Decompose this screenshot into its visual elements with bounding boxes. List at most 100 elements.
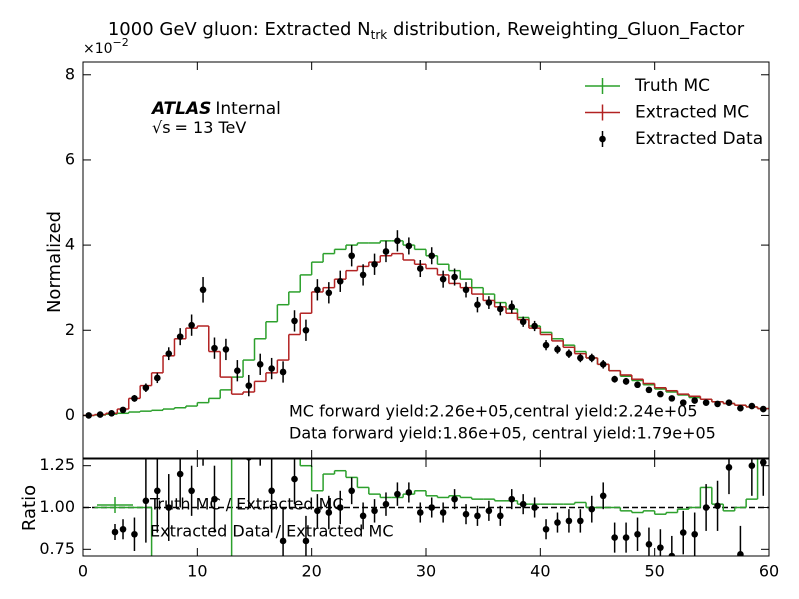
data-point (176, 333, 184, 340)
data-point (394, 237, 401, 245)
y-tick-label: 8 (65, 64, 75, 83)
y-tick-label: 1.00 (39, 497, 75, 516)
data-point (542, 341, 550, 349)
experiment-name: ATLAS (150, 99, 211, 119)
data-point (325, 509, 333, 516)
data-point (497, 305, 504, 313)
data-point (291, 475, 298, 483)
data-point (131, 395, 138, 402)
experiment-label: ATLAS Internal (150, 99, 281, 119)
data-point (519, 500, 527, 508)
data-point (611, 375, 618, 383)
data-point (142, 497, 150, 505)
data-point (577, 517, 584, 525)
data-point (314, 286, 321, 294)
x-tick-label: 30 (416, 562, 436, 581)
data-point (165, 504, 173, 511)
data-point (371, 260, 378, 268)
energy-label: √s = 13 TeV (152, 118, 246, 137)
data-point (599, 492, 607, 500)
data-point (302, 537, 310, 545)
y-tick-label: 0 (65, 405, 75, 424)
data-point (451, 273, 458, 281)
experiment-status: Internal (215, 99, 281, 119)
x-tick-label: 10 (187, 562, 207, 581)
title-subscript: trk (371, 28, 388, 42)
data-point (714, 400, 721, 408)
data-point (588, 354, 596, 362)
data-point (611, 534, 618, 541)
data-point (657, 544, 664, 551)
data-point (268, 487, 275, 495)
data-point (428, 504, 436, 511)
data-point (382, 500, 390, 508)
data-point (531, 322, 538, 330)
data-point (554, 346, 561, 353)
data-point (679, 399, 687, 406)
title-main: 1000 GeV gluon: Extracted N (108, 19, 371, 40)
multiplier-base: ×10 (83, 41, 113, 57)
data-point (508, 303, 516, 311)
data-point (188, 487, 195, 495)
data-point (508, 495, 516, 503)
data-point (211, 344, 218, 352)
multiplier-exponent: −2 (113, 36, 129, 49)
data-point (588, 505, 596, 513)
data-point (702, 504, 710, 511)
chart-title: 1000 GeV gluon: Extracted Ntrk distribut… (108, 19, 745, 42)
data-point (542, 525, 550, 533)
data-point (554, 519, 561, 526)
data-point (359, 512, 367, 520)
data-point (531, 504, 538, 511)
annotation: MC forward yield:2.26e+05,central yield:… (289, 402, 698, 421)
data-point (519, 318, 527, 326)
data-point (474, 301, 481, 309)
data-point (359, 271, 367, 279)
x-tick-label: 50 (644, 562, 664, 581)
data-point (336, 277, 344, 285)
data-point (234, 337, 241, 344)
y-tick-label: 0.75 (39, 539, 75, 558)
y-axis-label: Normalized (44, 211, 65, 313)
data-point (577, 354, 584, 362)
title-rest: distribution, Reweighting_Gluon_Factor (387, 19, 745, 40)
data-point (657, 390, 664, 398)
data-point (394, 490, 401, 498)
data-point (691, 397, 698, 404)
data-point (119, 525, 127, 533)
data-point (439, 275, 447, 283)
x-tick-label: 0 (78, 562, 88, 581)
x-tick-label: 40 (530, 562, 550, 581)
data-point (737, 404, 744, 412)
data-point (485, 299, 493, 306)
data-point (291, 317, 298, 325)
data-point (462, 286, 470, 294)
data-point (279, 537, 287, 545)
data-point (599, 361, 607, 368)
data-point (759, 405, 767, 413)
data-point (634, 530, 641, 538)
data-point (405, 489, 413, 496)
data-point (245, 459, 252, 461)
energy-value: = 13 TeV (175, 118, 247, 137)
data-point (416, 265, 424, 272)
data-point (245, 382, 253, 389)
data-point (565, 350, 573, 357)
legend-marker (599, 135, 606, 143)
data-point (234, 367, 241, 375)
data-point (462, 510, 470, 518)
data-point (211, 495, 218, 503)
data-point (314, 507, 321, 515)
data-point (222, 346, 230, 353)
data-point (725, 399, 733, 406)
data-point (96, 411, 104, 418)
y-tick-label: 4 (65, 235, 75, 254)
data-point (428, 252, 436, 260)
data-point (256, 361, 264, 368)
plot-area (83, 230, 769, 419)
legend-label: Truth MC / Extracted MC (149, 495, 344, 514)
data-point (200, 437, 207, 444)
data-point (451, 495, 458, 503)
step-riser (93, 253, 759, 416)
